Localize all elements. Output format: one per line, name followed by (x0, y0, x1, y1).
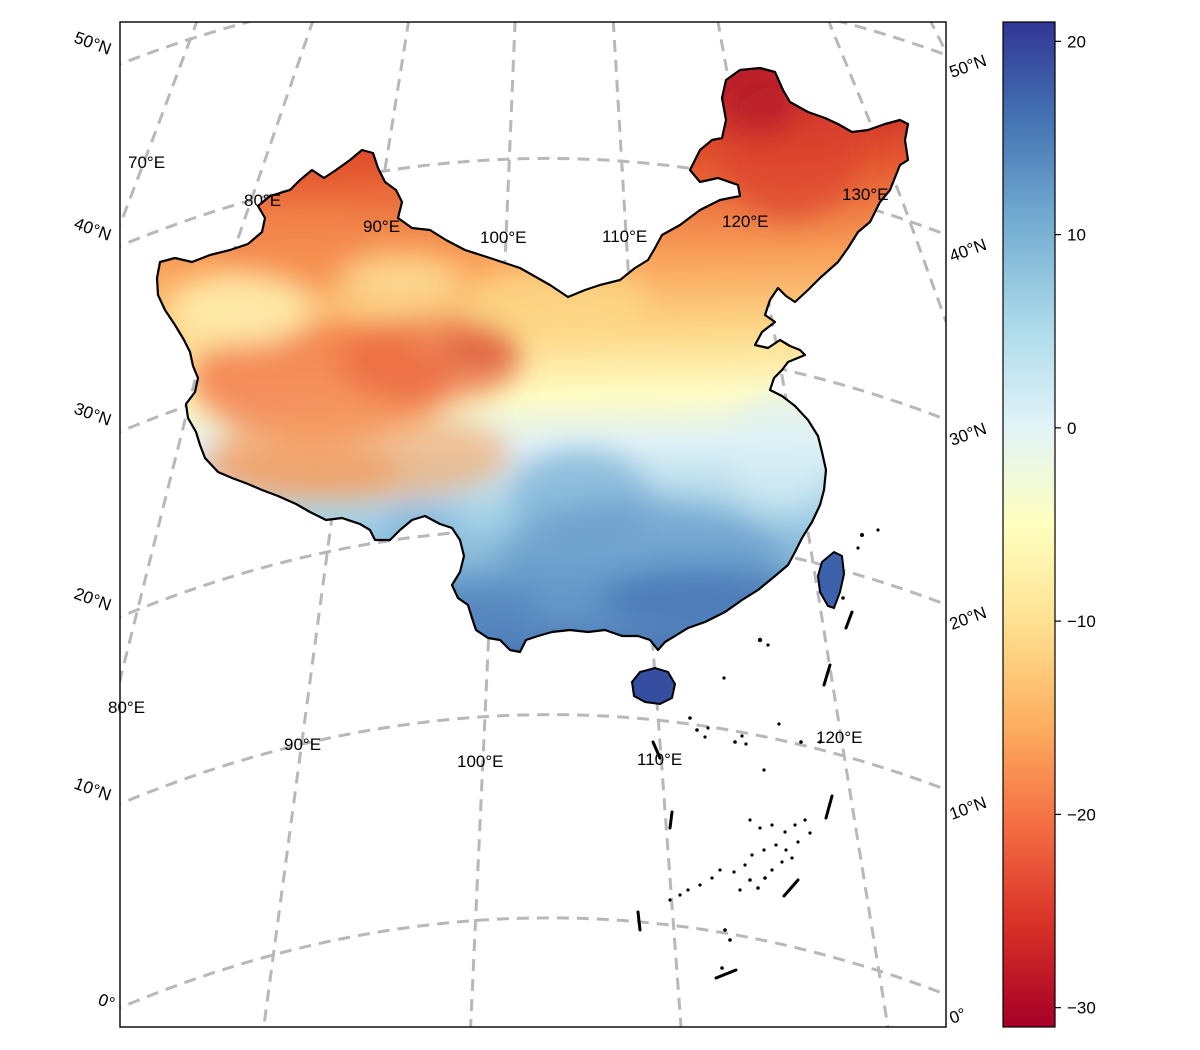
graticule-parallel-50 (120, 22, 946, 66)
lon-label: 110°E (602, 227, 647, 246)
colorbar-tick-label: −10 (1067, 612, 1096, 631)
graticule-meridian-140 (929, 22, 946, 56)
lat-label-left: 0° (96, 990, 118, 1013)
colorbar: 20 10 0 −10 −20 −30 (1002, 21, 1096, 1028)
colorbar-tick-label: 20 (1067, 32, 1086, 51)
lat-label-right: 30°N (947, 419, 989, 450)
lon-label: 100°E (480, 228, 527, 247)
lon-label: 130°E (842, 185, 889, 204)
graticule-parallel-10 (120, 713, 946, 806)
colorbar-tick-label: −20 (1067, 805, 1096, 824)
lat-label-left: 30°N (72, 399, 114, 430)
lat-label-left: 20°N (72, 584, 114, 615)
graticule-parallel-0 (120, 916, 946, 1010)
lon-label: 100°E (457, 752, 504, 771)
lat-labels-right: 50°N 40°N 30°N 20°N 10°N 0° (947, 51, 989, 1028)
lon-label: 80°E (244, 191, 281, 210)
lon-label: 90°E (284, 735, 321, 754)
lon-label: 90°E (363, 217, 400, 236)
lon-label: 120°E (816, 728, 863, 747)
lon-label: 120°E (722, 212, 769, 231)
lat-label-left: 10°N (72, 774, 114, 805)
graticule-meridian-70 (120, 22, 199, 226)
lat-label-right: 20°N (947, 603, 989, 634)
lat-label-right: 10°N (947, 793, 989, 824)
lat-labels-left: 50°N 40°N 30°N 20°N 10°N 0° (72, 28, 118, 1013)
lon-label: 70°E (128, 153, 165, 172)
lat-label-right: 50°N (947, 51, 989, 82)
lon-labels-lower: 80°E 90°E 100°E 110°E 120°E (108, 698, 863, 771)
lat-label-left: 50°N (72, 28, 114, 59)
lat-label-left: 40°N (72, 214, 114, 245)
colorbar-tick-label: 0 (1067, 419, 1076, 438)
lon-label: 110°E (637, 750, 682, 769)
map-frame (119, 21, 947, 1028)
colorbar-gradient (1002, 21, 1056, 1028)
lat-label-right: 0° (947, 1004, 969, 1027)
temperature-field (155, 66, 910, 706)
lon-label: 80°E (108, 698, 145, 717)
colorbar-tick-label: 10 (1067, 226, 1086, 245)
china-boundary (155, 66, 910, 654)
colorbar-tick-label: −30 (1067, 999, 1096, 1018)
lon-labels-upper: 70°E 80°E 90°E 100°E 110°E 120°E 130°E (128, 153, 889, 247)
colorbar-ticks: 20 10 0 −10 −20 −30 (1055, 32, 1096, 1018)
graticule-meridian-130 (827, 22, 946, 326)
lat-label-right: 40°N (947, 235, 989, 266)
hainan-field (630, 666, 677, 706)
south-china-sea-islands (636, 528, 880, 980)
taiwan-field (816, 550, 846, 610)
